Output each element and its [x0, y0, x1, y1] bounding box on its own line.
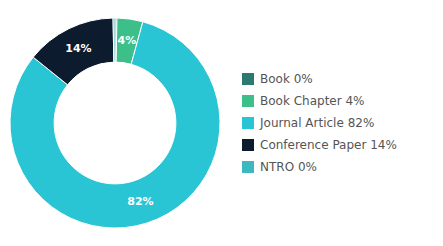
legend-swatch: [242, 117, 254, 129]
slice: [113, 18, 115, 62]
chart-container: 4% 82% 14% Book 0% Book Chapter 4% Journal Ar…: [0, 0, 443, 246]
legend-swatch: [242, 73, 254, 85]
legend: Book 0% Book Chapter 4% Journal Article 82…: [242, 72, 397, 174]
chart: 4% 82% 14% Book 0% Book Chapter 4% Journal Ar…: [0, 0, 443, 246]
data-label: 4%: [118, 34, 137, 47]
legend-item: Conference Paper 14%: [242, 138, 397, 152]
data-label: 14%: [65, 42, 91, 55]
legend-label: NTRO 0%: [260, 160, 317, 174]
legend-label: Book 0%: [260, 72, 313, 86]
pie: [10, 18, 220, 228]
slice: [33, 18, 114, 85]
legend-swatch: [242, 161, 254, 173]
legend-item: NTRO 0%: [242, 160, 317, 174]
legend-item: Book 0%: [242, 72, 313, 86]
legend-label: Journal Article 82%: [259, 116, 374, 130]
data-label: 82%: [127, 195, 153, 208]
legend-label: Conference Paper 14%: [260, 138, 397, 152]
legend-swatch: [242, 139, 254, 151]
legend-item: Book Chapter 4%: [242, 94, 365, 108]
legend-label: Book Chapter 4%: [260, 94, 365, 108]
legend-item: Journal Article 82%: [242, 116, 374, 130]
legend-swatch: [242, 95, 254, 107]
data-labels: 4% 82% 14%: [65, 34, 153, 208]
